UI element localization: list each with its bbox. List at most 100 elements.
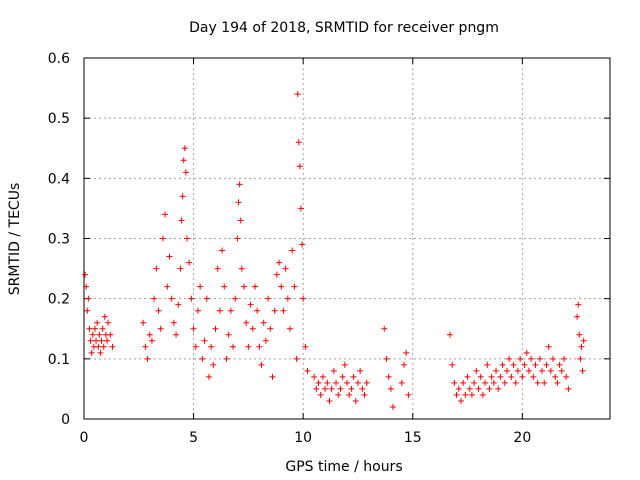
data-point	[146, 331, 153, 338]
data-point	[287, 325, 294, 332]
data-point	[385, 373, 392, 380]
data-point	[240, 283, 247, 290]
data-point	[86, 325, 93, 332]
data-point	[361, 391, 368, 398]
data-point	[208, 343, 215, 350]
data-point	[284, 295, 291, 302]
data-point	[289, 247, 296, 254]
data-point	[294, 91, 301, 98]
data-point	[243, 319, 250, 326]
data-point	[348, 385, 355, 392]
y-tick-label: 0.2	[48, 292, 70, 308]
data-point	[98, 337, 105, 344]
data-point	[254, 307, 261, 314]
data-point	[251, 283, 258, 290]
data-point	[449, 361, 456, 368]
x-tick-label: 15	[404, 430, 422, 446]
data-point	[532, 361, 539, 368]
data-point	[499, 361, 506, 368]
data-point	[525, 367, 532, 374]
data-point	[354, 379, 361, 386]
data-point	[473, 367, 480, 374]
data-point	[534, 379, 541, 386]
data-point	[101, 313, 108, 320]
data-point	[107, 331, 114, 338]
data-point	[333, 379, 340, 386]
data-point	[96, 331, 103, 338]
x-tick-label: 0	[80, 430, 89, 446]
data-point	[328, 385, 335, 392]
data-point	[100, 343, 107, 350]
data-point	[482, 379, 489, 386]
data-point	[267, 325, 274, 332]
data-point	[490, 379, 497, 386]
data-point	[317, 391, 324, 398]
data-point	[88, 349, 95, 356]
data-point	[223, 355, 230, 362]
data-point	[181, 145, 188, 152]
data-point	[311, 373, 318, 380]
data-point	[199, 355, 206, 362]
data-point	[258, 361, 265, 368]
plot-frame	[83, 57, 611, 420]
data-point	[479, 391, 486, 398]
data-point	[170, 319, 177, 326]
data-point	[319, 373, 326, 380]
x-tick-label: 20	[513, 430, 531, 446]
data-point	[230, 343, 237, 350]
data-point	[550, 355, 557, 362]
x-tick-label: 5	[189, 430, 198, 446]
ticks: 0 0.1 0.2 0.3 0.4 0.5 0.6 0 5 10 15 20	[48, 51, 610, 446]
data-point	[558, 367, 565, 374]
y-axis-label: SRMTID / TECUs	[7, 183, 23, 296]
data-point	[82, 271, 89, 278]
data-point	[237, 217, 244, 224]
data-point	[565, 385, 572, 392]
data-point	[173, 331, 180, 338]
data-point	[574, 313, 581, 320]
data-point	[545, 343, 552, 350]
data-point	[563, 373, 570, 380]
data-point	[383, 355, 390, 362]
data-point	[359, 385, 366, 392]
data-point	[405, 391, 412, 398]
data-point	[400, 361, 407, 368]
data-point	[503, 367, 510, 374]
data-point	[186, 259, 193, 266]
data-point	[486, 385, 493, 392]
data-point	[460, 379, 467, 386]
data-point	[235, 199, 242, 206]
data-point	[539, 367, 546, 374]
data-point	[363, 379, 370, 386]
data-point	[245, 343, 252, 350]
data-point	[221, 283, 228, 290]
data-point	[514, 367, 521, 374]
data-point	[357, 367, 364, 374]
data-point	[140, 319, 147, 326]
data-point	[153, 265, 160, 272]
data-point	[510, 361, 517, 368]
data-point	[493, 367, 500, 374]
data-point	[554, 379, 561, 386]
y-tick-label: 0.3	[48, 232, 70, 248]
data-point	[227, 307, 234, 314]
data-point	[313, 385, 320, 392]
data-point	[295, 139, 302, 146]
x-tick-label: 10	[294, 430, 312, 446]
data-point	[256, 343, 263, 350]
data-point	[175, 301, 182, 308]
data-point	[214, 265, 221, 272]
y-tick-label: 0.5	[48, 111, 70, 127]
data-point	[523, 349, 530, 356]
data-point	[177, 265, 184, 272]
data-point	[579, 367, 586, 374]
data-point	[387, 385, 394, 392]
data-point	[184, 235, 191, 242]
data-point	[352, 397, 359, 404]
data-point	[210, 361, 217, 368]
data-point	[578, 343, 585, 350]
data-point	[280, 307, 287, 314]
data-point	[547, 367, 554, 374]
data-point	[238, 265, 245, 272]
